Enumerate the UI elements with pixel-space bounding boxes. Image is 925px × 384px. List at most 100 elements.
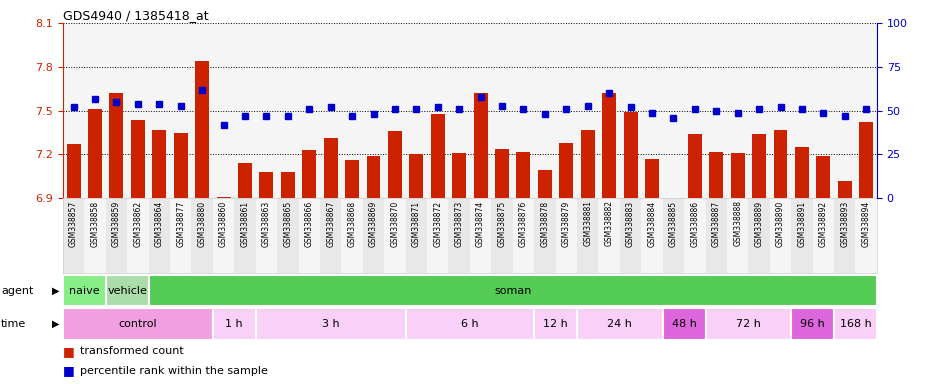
Text: GSM338869: GSM338869 xyxy=(369,200,378,247)
Text: naive: naive xyxy=(69,286,100,296)
Text: GSM338868: GSM338868 xyxy=(348,200,356,247)
Text: GSM338874: GSM338874 xyxy=(476,200,485,247)
Bar xyxy=(431,114,445,198)
Text: GSM338882: GSM338882 xyxy=(605,200,613,247)
Bar xyxy=(341,198,363,273)
Bar xyxy=(105,275,149,306)
Bar xyxy=(602,93,616,198)
Bar xyxy=(366,156,380,198)
Bar xyxy=(406,198,427,273)
Text: soman: soman xyxy=(494,286,532,296)
Text: GDS4940 / 1385418_at: GDS4940 / 1385418_at xyxy=(63,9,208,22)
Bar xyxy=(688,134,702,198)
Bar xyxy=(538,170,552,198)
Text: GSM338878: GSM338878 xyxy=(540,200,549,247)
Bar xyxy=(281,172,295,198)
Text: GSM338893: GSM338893 xyxy=(840,200,849,247)
Bar xyxy=(259,172,274,198)
Bar xyxy=(63,275,105,306)
Bar xyxy=(320,198,341,273)
Bar xyxy=(709,152,723,198)
Text: GSM338866: GSM338866 xyxy=(304,200,314,247)
Bar xyxy=(516,152,530,198)
Bar xyxy=(345,160,359,198)
Bar xyxy=(834,308,877,340)
Bar xyxy=(834,198,856,273)
Bar xyxy=(388,131,401,198)
Text: ■: ■ xyxy=(63,364,75,377)
Text: GSM338870: GSM338870 xyxy=(390,200,400,247)
Bar xyxy=(534,308,577,340)
Text: GSM338881: GSM338881 xyxy=(584,200,592,247)
Text: GSM338859: GSM338859 xyxy=(112,200,121,247)
Bar xyxy=(302,150,316,198)
Bar xyxy=(109,93,123,198)
Text: GSM338875: GSM338875 xyxy=(498,200,507,247)
Bar xyxy=(384,198,406,273)
Text: transformed count: transformed count xyxy=(80,346,183,356)
Text: 96 h: 96 h xyxy=(800,319,825,329)
Text: GSM338879: GSM338879 xyxy=(561,200,571,247)
Bar xyxy=(84,198,105,273)
Text: GSM338865: GSM338865 xyxy=(283,200,292,247)
Bar xyxy=(153,130,166,198)
Text: GSM338871: GSM338871 xyxy=(412,200,421,247)
Bar xyxy=(856,198,877,273)
Text: GSM338891: GSM338891 xyxy=(797,200,807,247)
Text: GSM338890: GSM338890 xyxy=(776,200,785,247)
Text: GSM338889: GSM338889 xyxy=(755,200,763,247)
Text: 48 h: 48 h xyxy=(672,319,697,329)
Bar xyxy=(752,134,766,198)
Bar xyxy=(791,198,813,273)
Bar xyxy=(859,122,873,198)
Text: GSM338873: GSM338873 xyxy=(455,200,463,247)
Text: percentile rank within the sample: percentile rank within the sample xyxy=(80,366,267,376)
Text: ▶: ▶ xyxy=(52,286,59,296)
Bar xyxy=(213,198,234,273)
Text: 12 h: 12 h xyxy=(543,319,568,329)
Bar xyxy=(641,198,662,273)
Text: GSM338888: GSM338888 xyxy=(734,200,742,247)
Bar xyxy=(449,198,470,273)
Bar xyxy=(838,181,852,198)
Text: GSM338894: GSM338894 xyxy=(862,200,870,247)
Bar xyxy=(706,198,727,273)
Text: GSM338880: GSM338880 xyxy=(198,200,206,247)
Text: control: control xyxy=(118,319,157,329)
Bar xyxy=(795,147,808,198)
Bar xyxy=(512,198,534,273)
Bar xyxy=(623,112,637,198)
Bar xyxy=(645,159,659,198)
Bar xyxy=(727,198,748,273)
Bar xyxy=(731,153,745,198)
Text: ■: ■ xyxy=(63,345,75,358)
Bar xyxy=(470,198,491,273)
Bar xyxy=(598,198,620,273)
Bar xyxy=(684,198,706,273)
Text: 1 h: 1 h xyxy=(226,319,243,329)
Bar xyxy=(238,163,252,198)
Text: GSM338860: GSM338860 xyxy=(219,200,228,247)
Bar xyxy=(577,308,662,340)
Bar xyxy=(234,198,255,273)
Bar xyxy=(452,153,466,198)
Text: GSM338887: GSM338887 xyxy=(711,200,721,247)
Text: vehicle: vehicle xyxy=(107,286,147,296)
Bar xyxy=(299,198,320,273)
Bar xyxy=(255,308,406,340)
Bar xyxy=(706,308,791,340)
Bar xyxy=(662,308,706,340)
Bar xyxy=(88,109,102,198)
Bar xyxy=(427,198,449,273)
Text: 3 h: 3 h xyxy=(322,319,339,329)
Bar xyxy=(67,144,80,198)
Bar xyxy=(556,198,577,273)
Bar xyxy=(813,198,834,273)
Bar xyxy=(324,139,338,198)
Bar xyxy=(773,130,787,198)
Text: GSM338867: GSM338867 xyxy=(327,200,335,247)
Bar xyxy=(195,61,209,198)
Text: 72 h: 72 h xyxy=(736,319,760,329)
Bar xyxy=(495,149,509,198)
Bar xyxy=(581,130,595,198)
